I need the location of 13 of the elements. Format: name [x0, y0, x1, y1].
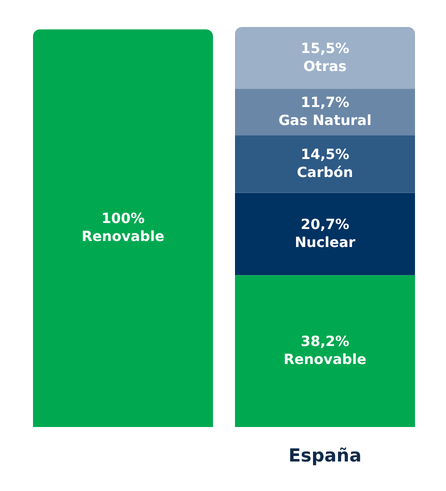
series-label: Nuclear	[294, 234, 356, 251]
data-label: 15,5%	[300, 40, 350, 57]
data-label: 11,7%	[300, 94, 350, 111]
series-label: Otras	[303, 58, 347, 75]
text: Renovable	[284, 352, 366, 368]
data-label: 20,7%	[300, 216, 350, 233]
x-tick-label: España	[288, 446, 362, 466]
data-label: 14,5%	[300, 146, 350, 163]
series-label: Renovable	[82, 229, 164, 246]
series-label: Gas Natural	[278, 112, 372, 129]
series-label: Carbón	[296, 164, 354, 181]
data-label: 100%	[101, 211, 145, 228]
data-label: 38,2%	[300, 334, 350, 350]
